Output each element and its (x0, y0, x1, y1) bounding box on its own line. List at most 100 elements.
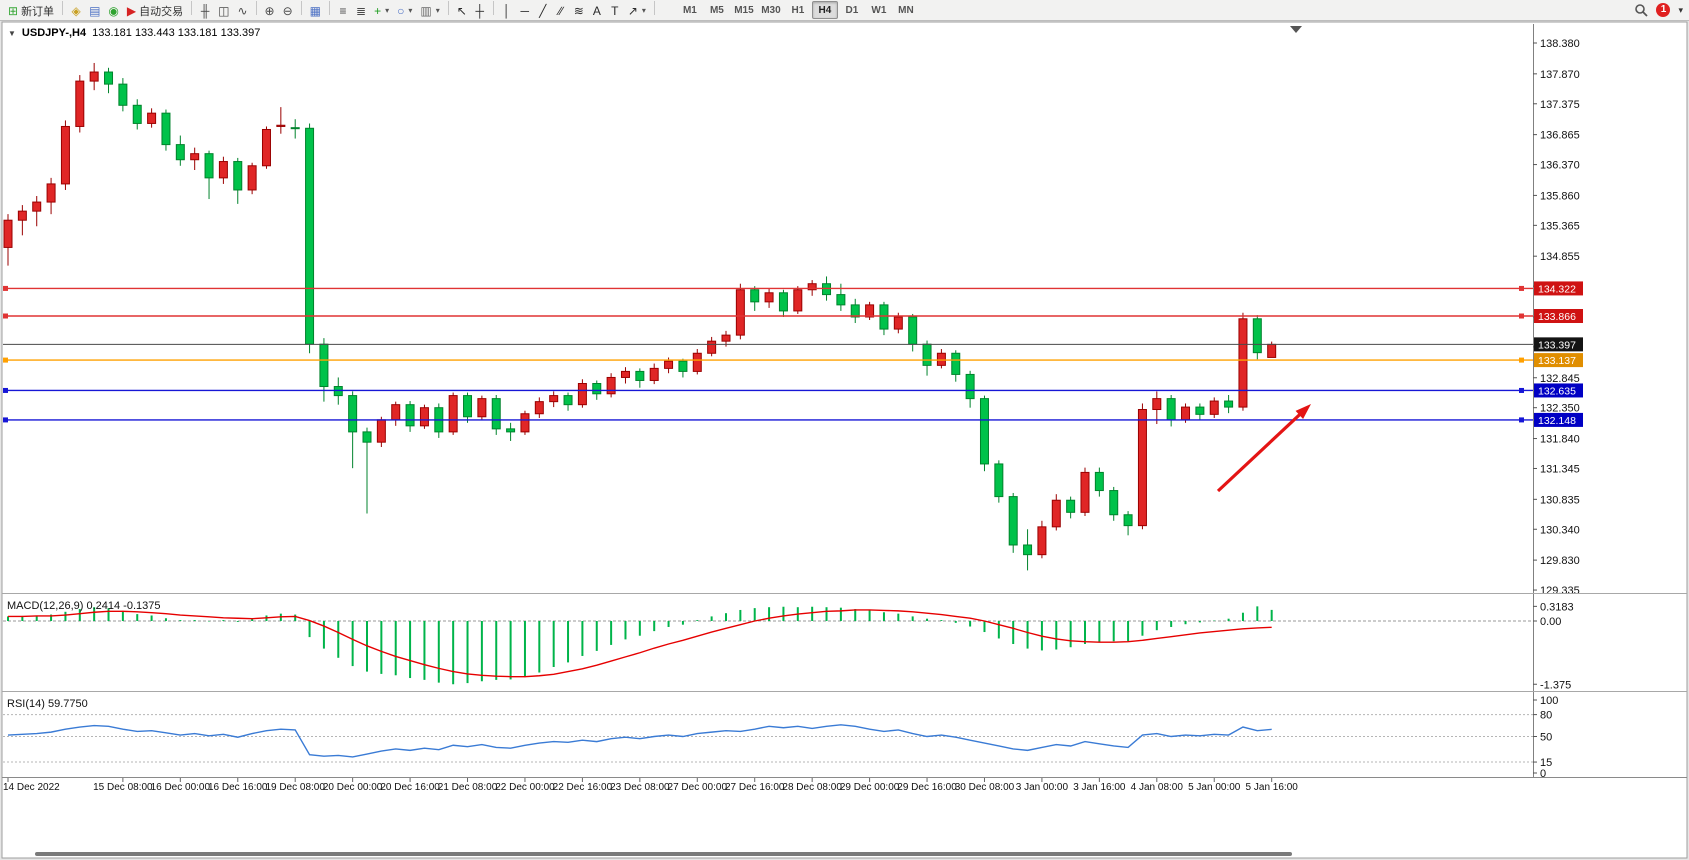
crosshair-icon[interactable]: ┼ (471, 2, 489, 20)
toolbar-overflow-icon[interactable]: ▾ (1678, 4, 1683, 15)
timeframe-h1-button[interactable]: H1 (785, 1, 811, 19)
candle-body (865, 304, 875, 318)
timeframe-m15-button[interactable]: M15 (731, 1, 757, 19)
candle-body (1037, 526, 1047, 556)
chart-symbol-label: USDJPY-,H4 (21, 27, 87, 39)
fibonacci-icon[interactable]: ≋ (570, 2, 588, 20)
resistance-line-1-handle-right[interactable] (1519, 285, 1524, 291)
candle-body (448, 395, 458, 433)
zoom-out-icon[interactable]: ⊖ (279, 2, 297, 20)
trendline-icon[interactable]: ╱ (534, 2, 552, 20)
vertical-line-icon: │ (503, 3, 511, 18)
add-indicator-icon[interactable]: + ▾ (370, 2, 393, 20)
candle-body (118, 83, 128, 106)
line-chart-icon[interactable]: ∿ (233, 2, 251, 20)
candle-body (764, 292, 774, 303)
time-axis-label: 5 Jan 16:00 (1246, 782, 1299, 793)
time-axis-label: 21 Dec 08:00 (438, 782, 498, 793)
price-axis-label: 137.375 (1540, 99, 1580, 111)
candle-body (836, 294, 846, 306)
timeframe-m30-button[interactable]: M30 (758, 1, 784, 19)
support-line-1-handle-right[interactable] (1519, 387, 1524, 393)
resistance-line-1-handle-left[interactable] (3, 285, 8, 291)
trend-arrow-line[interactable] (1216, 412, 1302, 493)
toolbar-separator (255, 0, 257, 15)
objects-list-icon[interactable]: ≣ (352, 2, 370, 20)
new-order-button-label: 新订单 (21, 5, 55, 18)
toolbar-separator (447, 0, 449, 15)
zoom-in-icon[interactable]: ⊕ (261, 2, 279, 20)
candle-body (850, 304, 860, 318)
pivot-line-handle-right[interactable] (1519, 357, 1524, 363)
text-icon[interactable]: A (588, 2, 606, 20)
resistance-line-2-handle-left[interactable] (3, 313, 8, 319)
macd-pane-label: MACD(12,26,9) 0.2414 -0.1375 (7, 600, 160, 612)
timeframe-mn-button[interactable]: MN (893, 1, 919, 19)
timeframe-h4-button[interactable]: H4 (811, 1, 838, 19)
vertical-line-icon[interactable]: │ (498, 2, 516, 20)
timeframe-w1-button[interactable]: W1 (866, 1, 892, 19)
period-icon[interactable]: ○ ▾ (393, 2, 416, 20)
support-line-1-handle-left[interactable] (3, 387, 8, 393)
candlestick-chart-icon[interactable]: ◫ (214, 2, 233, 20)
terminal-icon[interactable]: ◉ (104, 2, 122, 20)
channel-icon: ∕∕ (558, 3, 563, 18)
line-chart-icon: ∿ (237, 3, 248, 18)
indicator-list-icon[interactable]: ≡ (334, 2, 352, 20)
candle-body (376, 419, 386, 443)
pivot-line-handle-left[interactable] (3, 357, 8, 363)
navigator-icon[interactable]: ▤ (85, 2, 104, 20)
candle-body (879, 304, 889, 330)
support-line-2-price-badge (1534, 412, 1583, 427)
rsi-axis-label: 15 (1540, 757, 1552, 769)
label-icon[interactable]: T (606, 2, 624, 20)
candlestick-series (3, 62, 1277, 571)
template-icon[interactable]: ▥ ▾ (416, 2, 443, 20)
auto-trading-button[interactable]: ▶ 自动交易 (123, 2, 187, 20)
search-icon[interactable] (1634, 3, 1649, 17)
timeframe-m5-button[interactable]: M5 (704, 1, 730, 19)
chevron-down-icon: ▾ (641, 6, 646, 15)
template-icon: ▥ (420, 3, 432, 18)
horizontal-scrollbar[interactable] (35, 852, 1292, 856)
trend-arrow-head[interactable] (1295, 404, 1311, 419)
pivot-line-price-badge (1534, 353, 1583, 368)
bar-chart-icon[interactable]: ╫ (196, 2, 214, 20)
horizontal-line-icon[interactable]: ─ (516, 2, 534, 20)
candle-body (362, 431, 372, 443)
arrows-icon[interactable]: ↗ ▾ (624, 2, 650, 20)
candle-body (276, 124, 286, 127)
new-order-icon: ⊞ (8, 3, 19, 18)
notification-badge[interactable]: 1 (1656, 3, 1671, 17)
candle-body (1238, 318, 1248, 408)
resistance-line-2-price-badge-text: 133.866 (1538, 311, 1576, 323)
timeframe-d1-button[interactable]: D1 (839, 1, 865, 19)
tile-windows-icon[interactable]: ▦ (306, 2, 325, 20)
support-line-1-price-badge-text: 132.635 (1538, 385, 1576, 397)
price-axis-label: 130.340 (1540, 524, 1580, 536)
price-axis-label: 135.365 (1540, 220, 1580, 232)
timeframe-m1-button[interactable]: M1 (677, 1, 703, 19)
chart-shift-marker[interactable] (1290, 26, 1302, 33)
price-axis-label: 137.870 (1540, 69, 1580, 81)
candle-body (1195, 406, 1205, 415)
resistance-line-2-handle-right[interactable] (1519, 313, 1524, 319)
time-axis-label: 5 Jan 00:00 (1188, 782, 1241, 793)
market-watch-icon[interactable]: ◈ (67, 2, 85, 20)
indicator-list-icon: ≡ (339, 3, 347, 18)
candle-body (46, 183, 56, 203)
cursor-icon[interactable]: ↖ (453, 2, 471, 20)
chart-expander-icon[interactable]: ▼ (8, 28, 16, 38)
macd-signal-line (8, 609, 1272, 678)
rsi-axis-label: 50 (1540, 732, 1552, 744)
candle-body (161, 112, 171, 146)
support-line-2-handle-left[interactable] (3, 417, 8, 423)
new-order-button[interactable]: ⊞ 新订单 (4, 2, 58, 20)
candle-body (592, 383, 602, 395)
support-line-2-handle-right[interactable] (1519, 417, 1524, 423)
candle-body (261, 128, 271, 167)
channel-icon[interactable]: ∕∕ (552, 2, 570, 20)
price-axis-label: 131.345 (1540, 463, 1580, 475)
candle-body (491, 398, 501, 430)
